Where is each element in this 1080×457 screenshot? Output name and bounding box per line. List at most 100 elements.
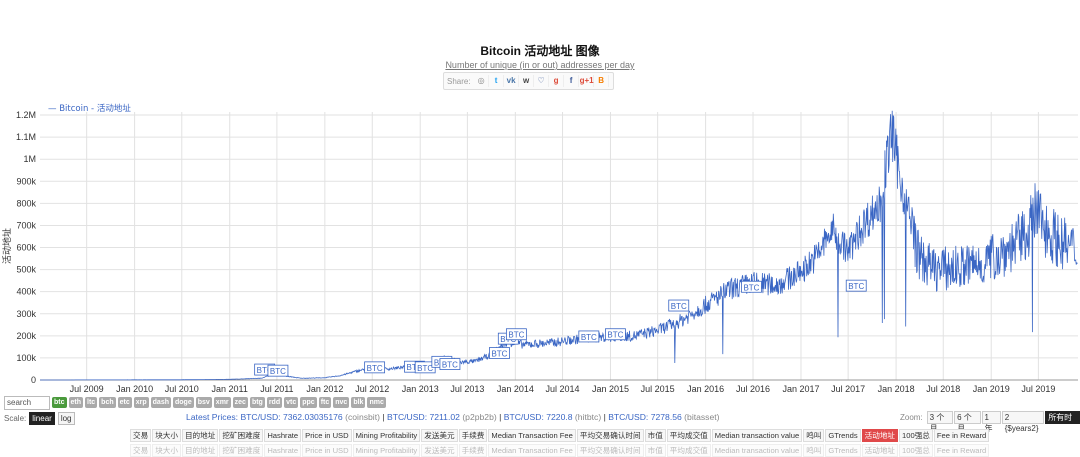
nav-item: 块大小 xyxy=(152,444,181,457)
coin-tab-vtc[interactable]: vtc xyxy=(284,397,299,408)
vk-icon[interactable]: vk xyxy=(505,75,519,87)
google-plus-icon[interactable]: g xyxy=(550,75,564,87)
coin-tab-btc[interactable]: btc xyxy=(52,397,67,408)
nav-item[interactable]: 活动地址 xyxy=(861,429,899,442)
zoom-label: Zoom: xyxy=(900,413,923,422)
nav-item[interactable]: 目的地址 xyxy=(181,429,219,442)
nav-item[interactable]: 鸣叫 xyxy=(803,429,825,442)
scale-option-log[interactable]: log xyxy=(57,412,75,425)
scale-control: Scale: linear log xyxy=(4,412,75,425)
zoom-control: Zoom: 3 个月6 个月1 年2 {$years2}所有时间 xyxy=(900,411,1080,433)
btc-annotation-flag[interactable] xyxy=(364,361,386,374)
nav-item: 100强总 xyxy=(899,444,933,457)
btc-annotation-flag[interactable] xyxy=(668,299,690,312)
nav-item: 挖矿困难度 xyxy=(219,444,264,457)
nav-item[interactable]: 手续费 xyxy=(458,429,488,442)
y-tick-label: 100k xyxy=(16,353,36,363)
price-pair: BTC/USD: xyxy=(503,412,544,422)
btc-annotation-label: BTC xyxy=(257,366,273,375)
weibo-icon[interactable]: w xyxy=(520,75,534,87)
y-tick-label: 1M xyxy=(23,154,36,164)
reddit-icon[interactable]: ◎ xyxy=(475,75,489,87)
coin-tab-btg[interactable]: btg xyxy=(249,397,265,408)
nav-item[interactable]: 平均交易确认时间 xyxy=(576,429,644,442)
nav-item[interactable]: Price in USD xyxy=(302,429,352,442)
coin-tab-zec[interactable]: zec xyxy=(232,397,248,408)
x-tick-label: Jul 2018 xyxy=(926,384,960,394)
chart-title: Bitcoin 活动地址 图像 xyxy=(480,44,600,58)
nav-item[interactable]: Median Transaction Fee xyxy=(488,429,576,442)
facebook-icon[interactable]: f xyxy=(565,75,579,87)
nav-item[interactable]: Fee in Reward xyxy=(933,429,990,442)
y-tick-label: 400k xyxy=(16,287,36,297)
price-value: 7211.02 xyxy=(429,412,460,422)
price-separator: | xyxy=(496,412,504,422)
x-tick-label: Jul 2016 xyxy=(736,384,770,394)
coin-tab-ltc[interactable]: ltc xyxy=(85,397,98,408)
nav-item[interactable]: Mining Profitability xyxy=(352,429,421,442)
x-tick-label: Jan 2011 xyxy=(212,384,248,394)
nav-item[interactable]: 挖矿困难度 xyxy=(219,429,264,442)
btc-annotation-label: BTC xyxy=(743,283,759,292)
btc-annotation-flag[interactable] xyxy=(267,364,289,377)
zoom-option[interactable]: 2 {$years2} xyxy=(1001,411,1045,433)
x-tick-label: Jul 2015 xyxy=(641,384,675,394)
price-value: 7278.56 xyxy=(650,412,682,422)
coin-tab-bch[interactable]: bch xyxy=(99,397,116,408)
coin-tab-dash[interactable]: dash xyxy=(150,397,171,408)
btc-annotation-flag[interactable] xyxy=(578,330,600,343)
coin-tab-blk[interactable]: blk xyxy=(351,397,366,408)
nav-item[interactable]: 发送美元 xyxy=(421,429,458,442)
btc-annotation-label: BTC xyxy=(671,302,687,311)
btc-annotation-label: BTC xyxy=(491,350,507,359)
nav-item[interactable]: GTrends xyxy=(825,429,861,442)
nav-item[interactable]: 块大小 xyxy=(152,429,181,442)
coin-tab-nvc[interactable]: nvc xyxy=(333,397,350,408)
btc-annotation-label: BTC xyxy=(848,282,864,291)
x-tick-label: Jan 2012 xyxy=(306,384,343,394)
btc-annotation-flag[interactable] xyxy=(605,328,626,341)
zoom-option[interactable]: 6 个月 xyxy=(954,411,981,433)
coin-tab-eth[interactable]: eth xyxy=(68,397,83,408)
price-pair: BTC/USD: xyxy=(240,412,281,422)
coin-tab-bsv[interactable]: bsv xyxy=(195,397,212,408)
chart-area[interactable]: 0 100k 200k 300k 400k 500k 600k 700k 800k 900k 1M 1… xyxy=(0,98,1080,398)
share-label: Share: xyxy=(447,76,471,86)
share-bar: Share: ◎ t vk w ♡ g f g+1 B xyxy=(443,72,614,90)
twitter-icon[interactable]: t xyxy=(490,75,504,87)
coin-tab-ftc[interactable]: ftc xyxy=(318,397,332,408)
coin-tab-rdd[interactable]: rdd xyxy=(266,397,283,408)
price-source: (p2pb2b) xyxy=(462,412,497,422)
search-input[interactable]: search xyxy=(4,396,50,410)
nav-item[interactable]: 交易 xyxy=(130,429,152,442)
coin-tab-etc[interactable]: etc xyxy=(117,397,132,408)
coin-tab-nmc[interactable]: nmc xyxy=(367,397,386,408)
chart-subtitle: Number of unique (in or out) addresses p… xyxy=(0,60,1080,70)
btc-annotation-flag[interactable] xyxy=(505,328,527,341)
nav-item[interactable]: 平均成交值 xyxy=(666,429,711,442)
like-icon[interactable]: ♡ xyxy=(535,75,549,87)
coin-tab-xmr[interactable]: xmr xyxy=(213,397,231,408)
coin-tab-ppc[interactable]: ppc xyxy=(300,397,317,408)
x-tick-label: Jul 2014 xyxy=(546,384,580,394)
series-line-active-addresses[interactable] xyxy=(40,110,1078,381)
nav-item[interactable]: Median transaction value xyxy=(711,429,803,442)
btc-annotation-label: BTC xyxy=(607,331,623,340)
nav-item[interactable]: Hashrate xyxy=(264,429,302,442)
scale-option-linear[interactable]: linear xyxy=(29,412,55,425)
coin-tab-xrp[interactable]: xrp xyxy=(133,397,149,408)
btc-annotation-flag[interactable] xyxy=(845,279,867,292)
nav-item: Hashrate xyxy=(264,444,302,457)
btc-annotation-flag[interactable] xyxy=(439,358,461,370)
blogger-icon[interactable]: B xyxy=(595,75,609,87)
zoom-option[interactable]: 3 个月 xyxy=(926,411,954,433)
google-plus-one-icon[interactable]: g+1 xyxy=(579,75,594,87)
zoom-option[interactable]: 1 年 xyxy=(981,411,1001,433)
btc-annotation-flag[interactable] xyxy=(489,347,510,359)
coin-tab-doge[interactable]: doge xyxy=(173,397,194,408)
btc-annotation-flag[interactable] xyxy=(741,280,762,293)
nav-item[interactable]: 市值 xyxy=(644,429,666,442)
zoom-option[interactable]: 所有时间 xyxy=(1045,411,1080,433)
nav-item[interactable]: 100强总 xyxy=(899,429,933,442)
nav-item: 手续费 xyxy=(458,444,488,457)
